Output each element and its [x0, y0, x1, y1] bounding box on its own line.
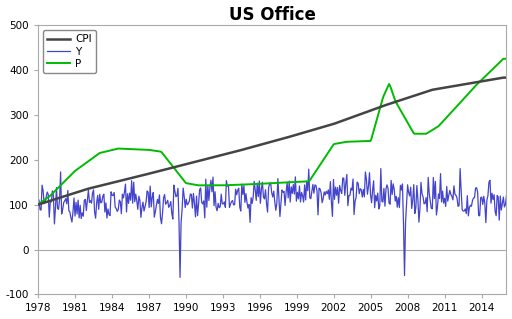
P [430, 128, 436, 131]
P [454, 104, 460, 108]
P [35, 203, 41, 207]
Y [274, 201, 280, 205]
Legend: CPI, Y, P: CPI, Y, P [43, 30, 96, 73]
CPI [241, 147, 247, 151]
CPI [35, 203, 41, 207]
Line: CPI: CPI [38, 78, 506, 205]
Y [177, 275, 183, 279]
CPI [273, 139, 279, 143]
Y [378, 167, 384, 170]
Y [503, 194, 509, 197]
Y [282, 204, 288, 207]
Line: Y: Y [38, 168, 506, 277]
P [501, 57, 507, 61]
P [265, 182, 271, 185]
CPI [281, 137, 287, 140]
Y [432, 180, 438, 183]
Y [35, 205, 41, 209]
CPI [501, 76, 507, 79]
CPI [503, 76, 509, 79]
P [503, 57, 509, 61]
Title: US Office: US Office [229, 5, 315, 24]
P [281, 181, 287, 184]
CPI [454, 84, 460, 87]
CPI [430, 88, 436, 92]
P [273, 181, 279, 185]
P [241, 183, 247, 187]
Y [456, 204, 462, 207]
Y [266, 186, 272, 190]
Y [242, 200, 248, 204]
CPI [265, 141, 271, 145]
Line: P: P [38, 59, 506, 205]
